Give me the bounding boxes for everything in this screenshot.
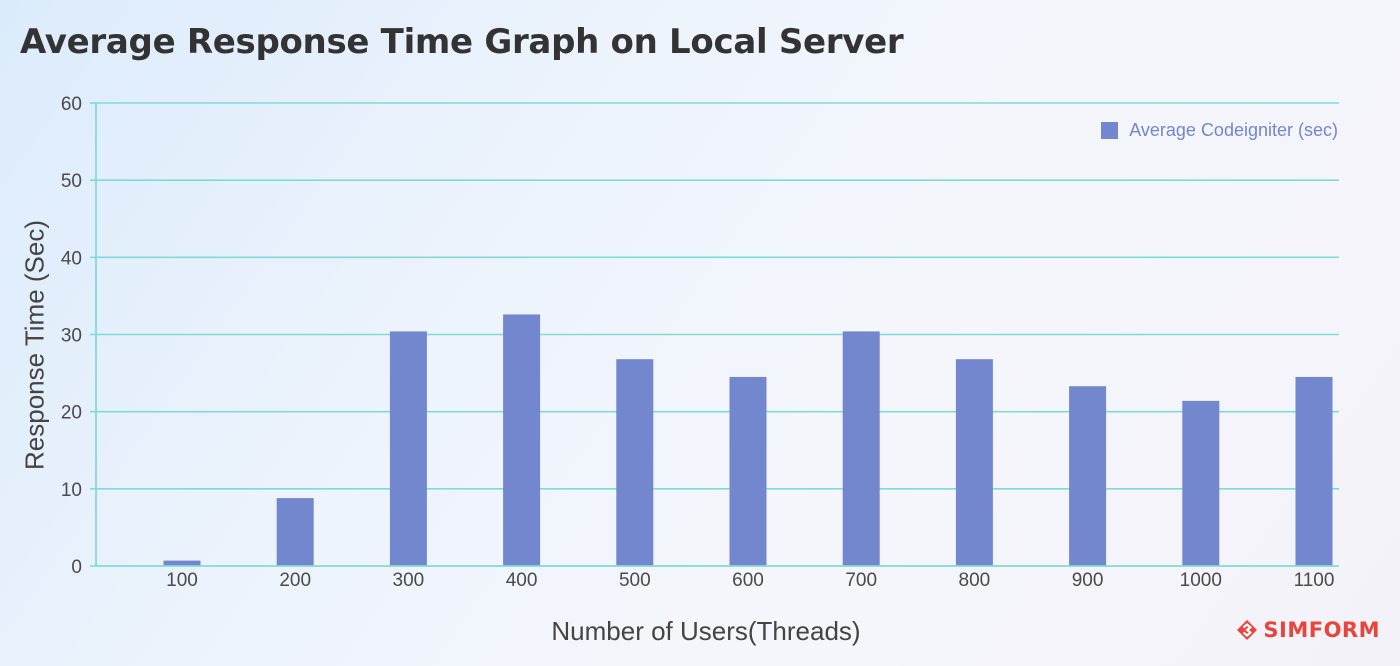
x-tick-label: 600: [732, 570, 764, 591]
brand-name: SIMFORM: [1263, 618, 1380, 642]
x-axis-label: Number of Users(Threads): [551, 616, 861, 646]
y-tick-label: 40: [61, 248, 82, 269]
x-tick-label: 200: [279, 570, 311, 591]
y-tick-label: 60: [61, 94, 82, 115]
x-tick-label: 100: [166, 570, 198, 591]
bar: [729, 376, 767, 566]
axes: 0 10 20 30 40 50 60 100 200 300 400 500 600 700 800 900…: [61, 94, 1339, 591]
y-tick-label: 0: [71, 557, 82, 578]
legend-label: Average Codeigniter (sec): [1129, 120, 1338, 140]
bar: [1182, 400, 1220, 566]
bar: [616, 359, 654, 566]
bar: [276, 498, 314, 566]
bar: [842, 331, 880, 566]
x-tick-label: 900: [1072, 570, 1104, 591]
y-tick-label: 10: [61, 480, 82, 501]
bar: [955, 359, 993, 566]
legend: Average Codeigniter (sec): [1101, 120, 1338, 141]
legend-swatch: [1101, 122, 1119, 139]
chart-title: Average Response Time Graph on Local Ser…: [20, 22, 904, 62]
gridlines: [96, 102, 1339, 490]
bar: [1069, 386, 1107, 566]
x-tick-label: 500: [619, 570, 651, 591]
bar: [1295, 376, 1333, 566]
bar: [389, 331, 427, 566]
x-tick-label: 800: [959, 570, 991, 591]
brand-logo: SIMFORM: [1235, 618, 1380, 642]
y-tick-label: 50: [61, 171, 82, 192]
y-tick-label: 30: [61, 326, 82, 347]
bar: [163, 560, 201, 566]
x-tick-label: 700: [845, 570, 877, 591]
simform-logo-icon: [1237, 620, 1258, 640]
bar: [503, 314, 541, 566]
x-tick-label: 300: [393, 570, 425, 591]
x-tick-label: 400: [506, 570, 538, 591]
x-tick-label: 1100: [1294, 570, 1335, 591]
y-tick-label: 20: [61, 403, 82, 424]
x-tick-label: 1000: [1180, 570, 1222, 591]
bars: [163, 314, 1333, 566]
